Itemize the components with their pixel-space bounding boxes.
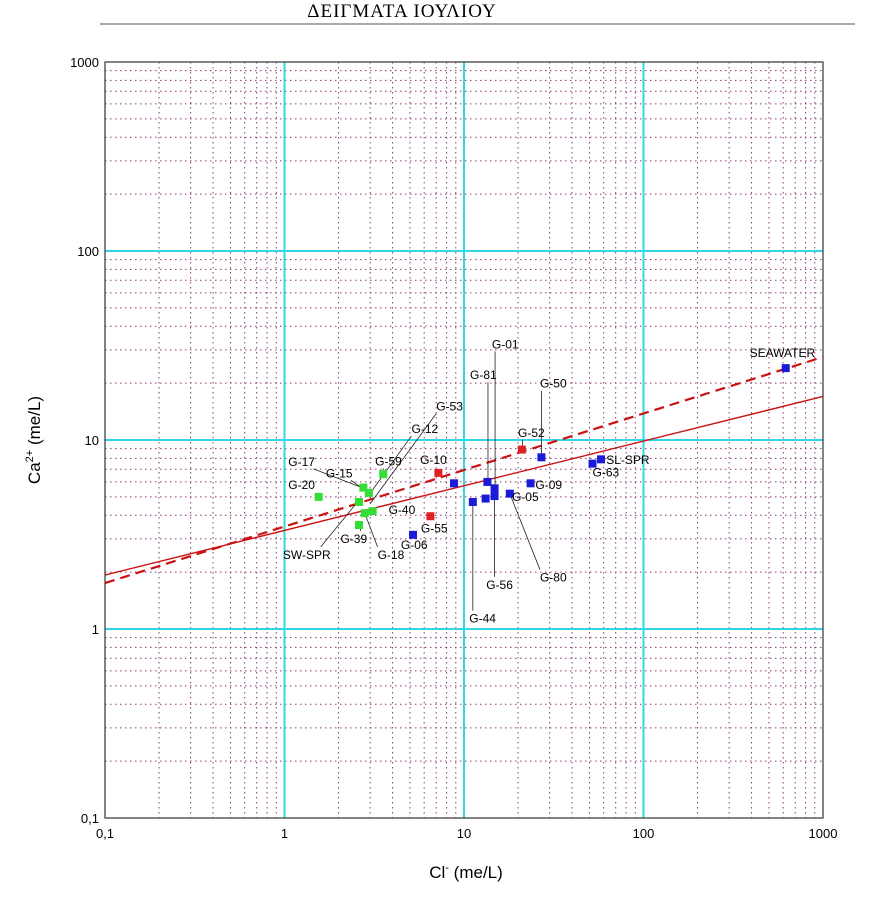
data-point-red [434,468,443,477]
solid-trend-line [104,395,824,576]
annotation-leaders [313,351,542,611]
point-label: SW-SPR [283,548,331,562]
x-tick-label: 10 [457,826,471,841]
data-point-blue [483,477,492,486]
data-point-blue [450,479,459,488]
point-label: G-17 [288,455,315,469]
data-point-green [368,507,377,516]
label-leader-line [313,468,363,488]
point-labels: G-17 G-15 G-59 G-20 G-12 G-53 G-10 G-40 G-39 G-18… [283,337,816,625]
data-point-green [354,497,363,506]
plot-frame [104,61,824,819]
data-point-green [359,483,368,492]
data-point-green [364,488,373,497]
data-point-blue [588,459,597,468]
trend-lines [104,355,824,585]
point-label: G-52 [518,426,545,440]
point-label: G-06 [401,538,428,552]
data-point-blue [781,364,790,373]
x-tick-label: 0,1 [96,826,114,841]
data-point-blue [468,497,477,506]
data-point-blue [526,479,535,488]
dashed-trend-line [104,355,824,585]
point-label: G-44 [469,612,496,626]
point-label: G-40 [389,503,416,517]
x-tick-label: 1000 [809,826,838,841]
point-label: G-15 [326,466,353,480]
y-tick-label: 1000 [70,55,99,70]
chart-title-text: ΔΕΙΓΜΑΤΑ ΙΟΥΛΙΟΥ [307,1,496,22]
data-point-red [517,445,526,454]
point-label: G-81 [470,368,497,382]
minor-grid [105,62,823,818]
point-label: G-01 [492,337,519,351]
point-label: G-12 [412,422,439,436]
data-point-blue [481,494,490,503]
x-tick-labels: 0,1 1 10 100 1000 [96,826,838,841]
y-tick-label: 1 [92,622,99,637]
point-label: G-59 [375,454,402,468]
data-point-red [426,512,435,521]
point-label: G-56 [486,578,513,592]
chart-title: ΔΕΙΓΜΑΤΑ ΙΟΥΛΙΟΥ [100,1,855,25]
point-label: SL-SPR [606,453,650,467]
data-point-blue [490,492,499,501]
data-point-blue [409,530,418,539]
data-point-blue [505,489,514,498]
point-label: SEAWATER [750,346,816,360]
y-tick-label: 0,1 [81,811,99,826]
point-label: G-39 [340,532,367,546]
data-point-green [379,470,388,479]
data-point-green [354,521,363,530]
major-grid [105,62,823,818]
point-label: G-55 [421,521,448,535]
point-label: G-18 [378,548,405,562]
point-label: G-53 [436,400,463,414]
y-tick-label: 10 [85,433,99,448]
data-point-green [360,509,369,518]
data-point-green [314,492,323,501]
data-point-blue [537,453,546,462]
x-tick-label: 100 [633,826,655,841]
y-tick-labels: 0,1 1 10 100 1000 [70,55,99,826]
x-tick-label: 1 [281,826,288,841]
point-label: G-05 [512,490,539,504]
point-label: G-10 [420,453,447,467]
y-tick-label: 100 [77,244,99,259]
data-point-blue [597,455,606,464]
point-label: G-80 [540,571,567,585]
label-leader-line [369,413,437,504]
label-leader-line [509,493,541,570]
label-leader-line [320,501,358,548]
label-leader-line [364,513,378,548]
x-axis-label: Cl- (me/L) [429,862,503,882]
point-label: G-63 [593,466,620,480]
y-axis-label: Ca2+ (me/L) [24,396,44,484]
point-label: G-09 [535,478,562,492]
point-label: G-20 [288,478,315,492]
point-label: G-50 [540,377,567,391]
label-leader-line [367,435,412,498]
data-point-blue [490,484,499,493]
data-points [314,364,790,539]
